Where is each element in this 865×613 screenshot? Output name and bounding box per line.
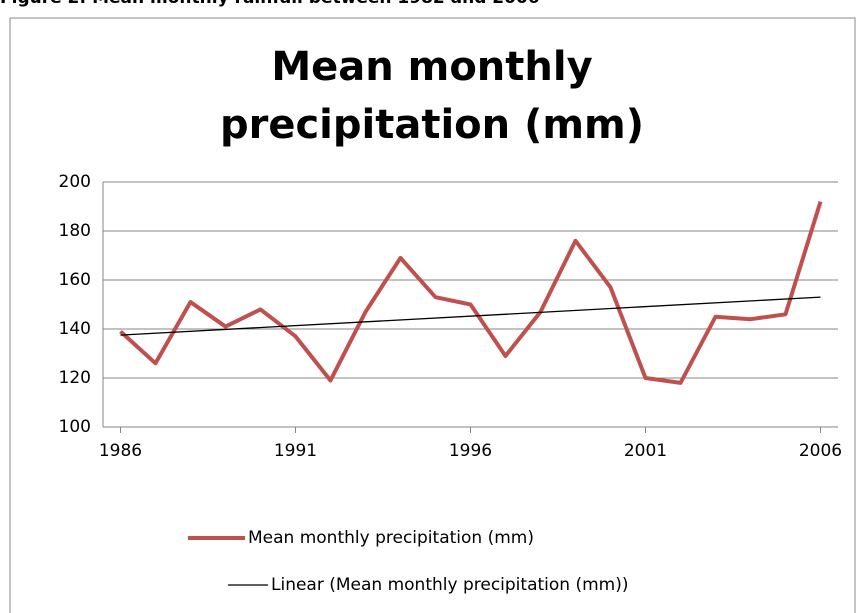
x-tick-label: 1991 [274,441,317,461]
x-tick-label: 2001 [624,441,667,461]
caption: Figure 2: Mean monthly rainfall between … [0,0,540,8]
data-line [119,201,823,385]
x-tick-label: 1986 [99,441,142,461]
y-tick-label: 200 [59,172,91,192]
legend-label: Mean monthly precipitation (mm) [248,528,534,548]
x-tick-label: 1996 [449,441,492,461]
y-tick-label: 120 [59,368,91,388]
y-tick-label: 160 [59,270,91,290]
y-tick-label: 100 [59,417,91,437]
y-tick-label: 180 [59,221,91,241]
y-tick-label: 140 [59,319,91,339]
legend-label: Linear (Mean monthly precipitation (mm)) [271,575,628,595]
chart-border [9,17,856,613]
chart-title: Mean monthly precipitation (mm) [219,44,644,148]
x-tick-label: 2006 [799,441,842,461]
trend-line [120,296,821,336]
